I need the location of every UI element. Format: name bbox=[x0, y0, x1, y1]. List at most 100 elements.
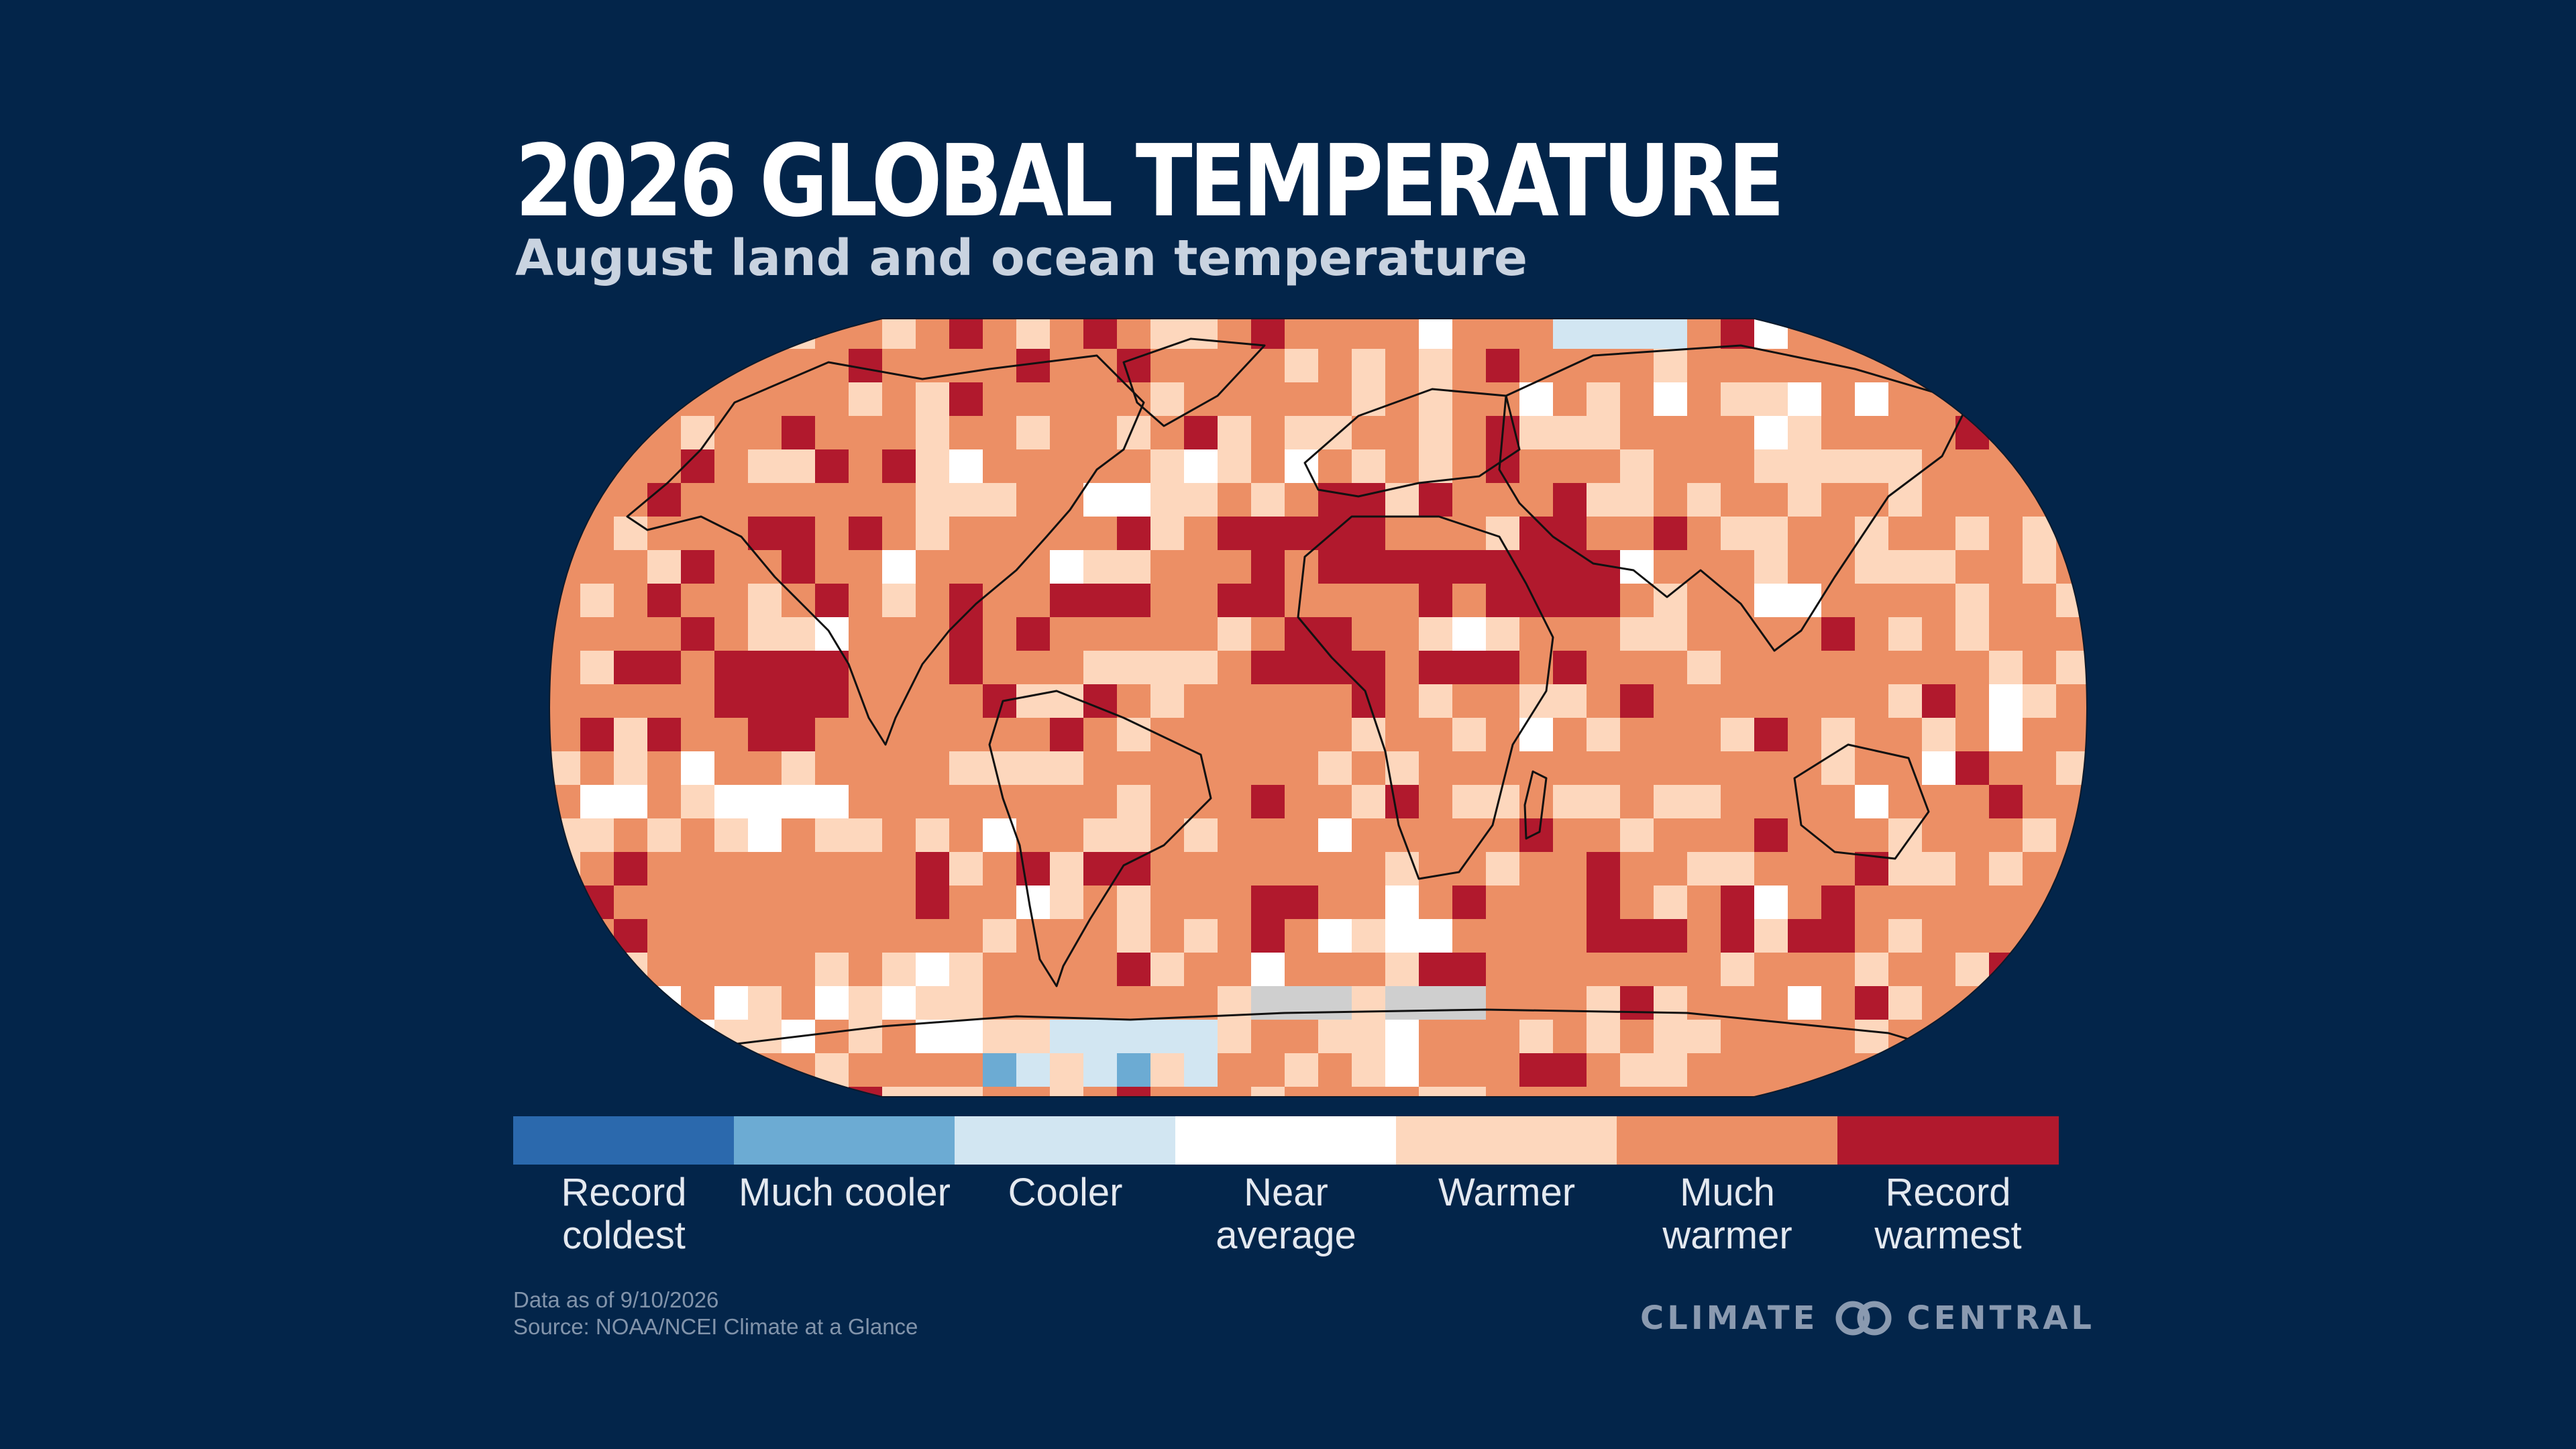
grid-cell bbox=[949, 651, 983, 684]
grid-cell bbox=[2056, 986, 2087, 1020]
grid-cell bbox=[647, 919, 681, 953]
grid-cell bbox=[1184, 651, 1218, 684]
grid-cell bbox=[1385, 1020, 1419, 1053]
grid-cell bbox=[647, 483, 681, 517]
legend-swatch bbox=[1837, 1116, 2059, 1165]
grid-cell bbox=[1754, 785, 1788, 818]
grid-cell bbox=[1654, 718, 1687, 751]
grid-cell bbox=[1016, 885, 1050, 919]
grid-cell bbox=[1285, 1020, 1318, 1053]
grid-cell bbox=[1587, 319, 1620, 349]
grid-cell bbox=[549, 919, 580, 953]
grid-cell bbox=[1989, 852, 2023, 885]
grid-cell bbox=[1922, 1087, 1955, 1097]
grid-cell bbox=[983, 818, 1016, 852]
grid-cell bbox=[647, 617, 681, 651]
grid-cell bbox=[549, 550, 580, 584]
grid-cell bbox=[1687, 483, 1721, 517]
grid-cell bbox=[2023, 550, 2056, 584]
grid-cell bbox=[983, 617, 1016, 651]
grid-cell bbox=[614, 718, 647, 751]
grid-cell bbox=[748, 584, 782, 617]
grid-cell bbox=[714, 885, 748, 919]
grid-cell bbox=[1285, 986, 1318, 1020]
grid-cell bbox=[1788, 718, 1821, 751]
grid-cell bbox=[1452, 986, 1486, 1020]
grid-cell bbox=[2056, 953, 2087, 986]
grid-cell bbox=[681, 953, 714, 986]
grid-cell bbox=[1419, 852, 1452, 885]
grid-cell bbox=[1888, 919, 1922, 953]
grid-cell bbox=[1486, 751, 1519, 785]
grid-cell bbox=[1117, 550, 1150, 584]
grid-cell bbox=[782, 617, 815, 651]
grid-cell bbox=[1788, 517, 1821, 550]
grid-cell bbox=[1855, 651, 1888, 684]
grid-cell bbox=[1050, 953, 1083, 986]
grid-cell bbox=[1251, 1087, 1285, 1097]
grid-cell bbox=[614, 919, 647, 953]
grid-cell bbox=[1150, 684, 1184, 718]
grid-cell bbox=[1553, 919, 1587, 953]
grid-cell bbox=[1016, 1053, 1050, 1087]
grid-cell bbox=[2023, 684, 2056, 718]
grid-cell bbox=[1218, 919, 1251, 953]
grid-cell bbox=[983, 718, 1016, 751]
grid-cell bbox=[815, 986, 849, 1020]
grid-cell bbox=[614, 785, 647, 818]
grid-cell bbox=[1352, 852, 1385, 885]
grid-cell bbox=[1620, 319, 1654, 349]
color-legend: Record coldest Much cooler Cooler Near a… bbox=[513, 1116, 2060, 1261]
grid-cell bbox=[2056, 1053, 2087, 1087]
grid-cell bbox=[549, 885, 580, 919]
grid-cell bbox=[549, 785, 580, 818]
grid-cell bbox=[983, 382, 1016, 416]
grid-cell bbox=[949, 382, 983, 416]
grid-cell bbox=[748, 919, 782, 953]
grid-cell bbox=[949, 349, 983, 382]
grid-cell bbox=[849, 986, 882, 1020]
grid-cell bbox=[714, 483, 748, 517]
grid-cell bbox=[1587, 483, 1620, 517]
grid-cell bbox=[815, 1053, 849, 1087]
grid-cell bbox=[1955, 919, 1989, 953]
grid-cell bbox=[916, 1087, 949, 1097]
grid-cell bbox=[1553, 751, 1587, 785]
grid-cell bbox=[815, 1087, 849, 1097]
grid-cell bbox=[916, 584, 949, 617]
legend-label: Cooler bbox=[1008, 1171, 1123, 1214]
grid-cell bbox=[1855, 818, 1888, 852]
grid-cell bbox=[614, 382, 647, 416]
grid-cell bbox=[949, 517, 983, 550]
grid-cell bbox=[1352, 1020, 1385, 1053]
grid-cell bbox=[1955, 584, 1989, 617]
grid-cell bbox=[949, 1053, 983, 1087]
grid-cell bbox=[681, 684, 714, 718]
grid-cell bbox=[1587, 986, 1620, 1020]
grid-cell bbox=[782, 382, 815, 416]
grid-cell bbox=[681, 319, 714, 349]
grid-cell bbox=[782, 684, 815, 718]
grid-cell bbox=[1922, 617, 1955, 651]
grid-cell bbox=[1150, 550, 1184, 584]
grid-cell bbox=[1050, 550, 1083, 584]
grid-cell bbox=[1754, 550, 1788, 584]
grid-cell bbox=[849, 684, 882, 718]
grid-cell bbox=[1721, 1087, 1754, 1097]
grid-cell bbox=[1620, 953, 1654, 986]
page-subtitle: August land and ocean temperature bbox=[515, 229, 1528, 287]
grid-cell bbox=[1318, 986, 1352, 1020]
grid-cell bbox=[1955, 1020, 1989, 1053]
grid-cell bbox=[1251, 1053, 1285, 1087]
grid-cell bbox=[1218, 953, 1251, 986]
grid-cell bbox=[1352, 1053, 1385, 1087]
grid-cell bbox=[1251, 1020, 1285, 1053]
grid-cell bbox=[1855, 416, 1888, 449]
grid-cell bbox=[1519, 751, 1553, 785]
grid-cell bbox=[1352, 517, 1385, 550]
grid-cell bbox=[1318, 584, 1352, 617]
grid-cell bbox=[983, 584, 1016, 617]
grid-cell bbox=[549, 382, 580, 416]
grid-cell bbox=[882, 483, 916, 517]
grid-cell bbox=[1620, 986, 1654, 1020]
